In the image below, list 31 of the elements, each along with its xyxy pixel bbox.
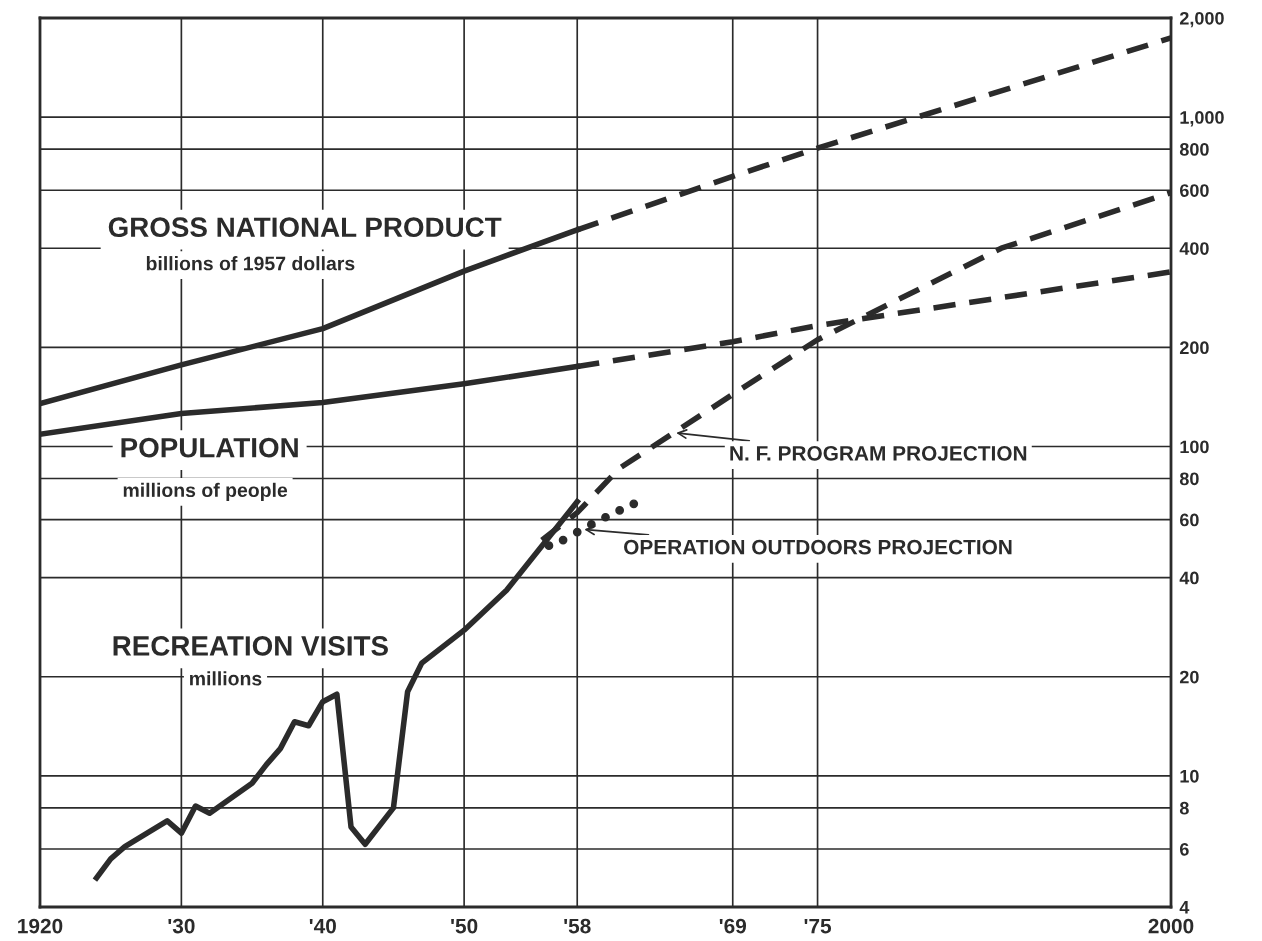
y-tick-label: 600 (1179, 184, 1209, 197)
annotation: millions (190, 671, 262, 686)
x-tick-label: '58 (564, 918, 591, 934)
x-tick-label: 2000 (1148, 918, 1194, 934)
y-tick-label: 6 (1179, 842, 1189, 856)
y-tick-label: 1,000 (1180, 111, 1224, 127)
x-tick-label: '75 (804, 918, 832, 934)
y-tick-label: 2,000 (1179, 11, 1224, 28)
annotation: N. F. PROGRAM PROJECTION (730, 445, 1027, 461)
y-tick-label: 8 (1179, 801, 1189, 815)
annotation: GROSS NATIONAL PRODUCT (108, 217, 502, 238)
y-tick-label: 40 (1179, 571, 1199, 585)
y-tick-label: 20 (1179, 670, 1199, 684)
y-tick-label: 200 (1179, 341, 1209, 355)
y-tick-label: 10 (1180, 769, 1199, 783)
annotation: billions of 1957 dollars (146, 256, 355, 271)
x-tick-label: '30 (168, 918, 195, 934)
x-tick-label: 1920 (18, 918, 63, 934)
y-tick-label: 80 (1179, 472, 1199, 486)
x-tick-label: '40 (309, 918, 336, 934)
y-tick-label: 4 (1179, 901, 1190, 914)
annotation: POPULATION (121, 437, 298, 458)
y-tick-label: 60 (1179, 513, 1199, 527)
x-tick-label: '69 (719, 918, 747, 934)
y-tick-label: 800 (1179, 143, 1209, 156)
annotation: RECREATION VISITS (113, 636, 388, 656)
y-tick-label: 400 (1179, 242, 1209, 255)
x-tick-label: '50 (451, 918, 478, 934)
annotation: OPERATION OUTDOORS PROJECTION (624, 539, 1012, 555)
y-tick-label: 100 (1180, 440, 1209, 454)
annotation: millions of people (123, 482, 288, 501)
